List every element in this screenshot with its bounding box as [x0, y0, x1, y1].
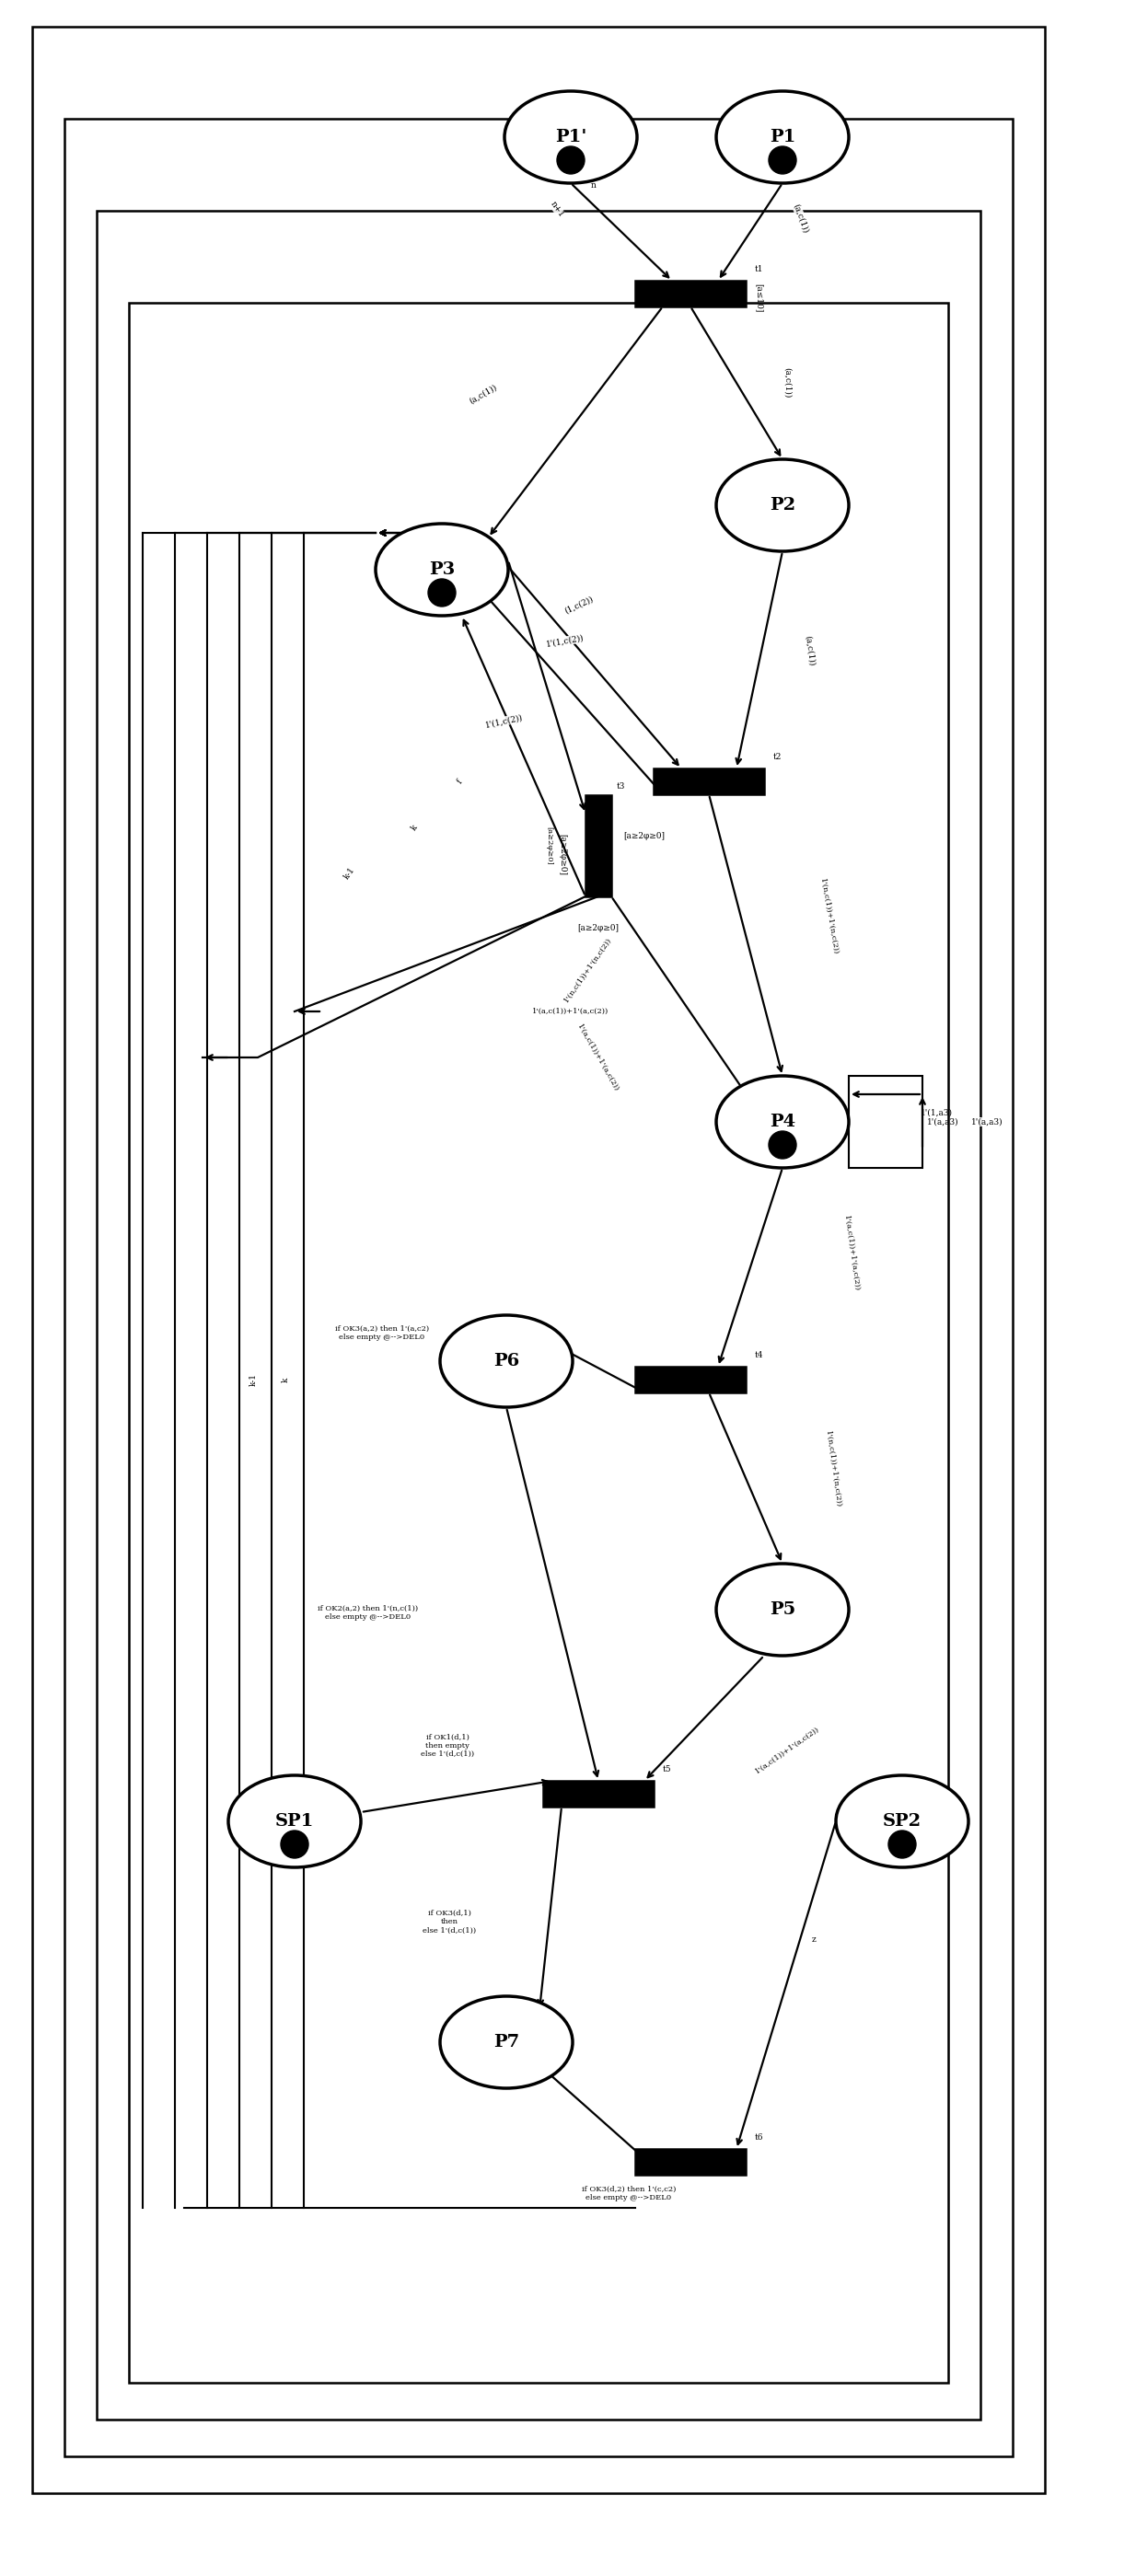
Text: if OK3(a,2) then 1'(a,c2)
else empty @-->DEL0: if OK3(a,2) then 1'(a,c2) else empty @--…	[335, 1324, 429, 1342]
Ellipse shape	[376, 523, 508, 616]
Text: (a,c(1)): (a,c(1))	[783, 368, 792, 399]
Text: n+1: n+1	[549, 198, 566, 219]
Bar	[635, 281, 745, 307]
Text: k-1: k-1	[343, 866, 357, 881]
Bar	[97, 211, 980, 2419]
Circle shape	[281, 1832, 308, 1857]
Text: t5: t5	[662, 1765, 671, 1772]
Bar	[635, 1368, 745, 1394]
Text: P4: P4	[769, 1113, 795, 1131]
Text: SP2: SP2	[883, 1814, 921, 1829]
Text: 1'(n,c(1))+1'(n,c(2)): 1'(n,c(1))+1'(n,c(2))	[818, 878, 838, 956]
Text: P2: P2	[769, 497, 795, 513]
Text: t4: t4	[755, 1350, 763, 1360]
Text: P7: P7	[493, 2035, 519, 2050]
Circle shape	[888, 1832, 916, 1857]
Text: P6: P6	[493, 1352, 519, 1370]
Text: f: f	[456, 778, 465, 786]
Text: (1,c(2)): (1,c(2))	[563, 595, 594, 616]
Ellipse shape	[440, 1316, 573, 1406]
Text: k: k	[409, 822, 419, 832]
Bar	[128, 304, 949, 2383]
Text: if OK2(a,2) then 1'(n,c(1))
else empty @-->DEL0: if OK2(a,2) then 1'(n,c(1)) else empty @…	[318, 1605, 418, 1620]
Text: t2: t2	[774, 752, 782, 760]
Text: if OK3(d,1)
then
else 1'(d,c(1)): if OK3(d,1) then else 1'(d,c(1))	[423, 1909, 476, 1935]
Text: P1: P1	[769, 129, 795, 144]
Circle shape	[428, 580, 456, 605]
Bar	[849, 1077, 922, 1167]
Text: 1'(a,c(1))+1'(a,c(2)): 1'(a,c(1))+1'(a,c(2))	[576, 1023, 620, 1092]
Circle shape	[769, 147, 796, 175]
Text: 1'(n,c(1))+1'(n,c(2)): 1'(n,c(1))+1'(n,c(2))	[824, 1430, 842, 1507]
Text: [a≥2φ≥0]: [a≥2φ≥0]	[624, 832, 665, 840]
Bar	[653, 768, 765, 793]
Text: if OK1(d,1)
then empty
else 1'(d,c(1)): if OK1(d,1) then empty else 1'(d,c(1))	[420, 1734, 474, 1757]
Ellipse shape	[716, 459, 849, 551]
Text: P3: P3	[429, 562, 454, 577]
Text: n: n	[591, 183, 596, 191]
Text: if OK3(d,2) then 1'(c,c2)
else empty @-->DEL0: if OK3(d,2) then 1'(c,c2) else empty @--…	[582, 2184, 676, 2202]
Circle shape	[557, 147, 585, 175]
Bar	[32, 26, 1045, 2494]
Text: 1'(1,c(2)): 1'(1,c(2))	[485, 714, 524, 729]
Text: 1'(1,a3): 1'(1,a3)	[920, 1108, 953, 1118]
Text: [a≤10]: [a≤10]	[755, 283, 763, 312]
Bar	[585, 796, 611, 896]
Circle shape	[769, 1131, 796, 1159]
Ellipse shape	[716, 1564, 849, 1656]
Ellipse shape	[440, 1996, 573, 2089]
Text: P1': P1'	[556, 129, 586, 144]
Ellipse shape	[228, 1775, 361, 1868]
Ellipse shape	[716, 1077, 849, 1167]
Bar	[635, 2148, 745, 2174]
Text: k: k	[282, 1378, 290, 1383]
Text: 1'(a,c(1))+1'(a,c(2)): 1'(a,c(1))+1'(a,c(2))	[533, 1007, 609, 1015]
Bar	[543, 1780, 653, 1806]
Ellipse shape	[504, 90, 637, 183]
Text: 1'(a,a3): 1'(a,a3)	[971, 1118, 1003, 1126]
Text: (a,c(1)): (a,c(1))	[468, 384, 499, 404]
Ellipse shape	[836, 1775, 969, 1868]
Bar	[65, 118, 1012, 2458]
Text: (a,c(1)): (a,c(1))	[804, 634, 817, 667]
Text: t6: t6	[755, 2133, 763, 2141]
Text: [a≥2φ≥0]: [a≥2φ≥0]	[545, 827, 552, 866]
Text: 1'(a,a3): 1'(a,a3)	[927, 1118, 959, 1126]
Ellipse shape	[716, 90, 849, 183]
Text: P5: P5	[769, 1602, 795, 1618]
Text: 1'(a,c(1))+1'(a,c(2)): 1'(a,c(1))+1'(a,c(2))	[843, 1216, 860, 1293]
Text: t3: t3	[617, 783, 626, 791]
Text: SP1: SP1	[275, 1814, 314, 1829]
Text: 1'(a,c(1))+1'(a,c(2)): 1'(a,c(1))+1'(a,c(2))	[753, 1726, 820, 1775]
Text: [a≥2φ≥0]: [a≥2φ≥0]	[578, 925, 619, 933]
Text: [a≥2φ≥0]: [a≥2φ≥0]	[558, 835, 566, 876]
Text: 1'(1,c(2)): 1'(1,c(2))	[545, 634, 585, 649]
Text: 1'(n,c(1))+1'(n,c(2)): 1'(n,c(1))+1'(n,c(2))	[563, 935, 613, 1005]
Text: z: z	[811, 1935, 816, 1942]
Text: k-1: k-1	[250, 1373, 258, 1386]
Text: t1: t1	[755, 265, 763, 273]
Text: (a,c(1)): (a,c(1))	[792, 204, 810, 234]
